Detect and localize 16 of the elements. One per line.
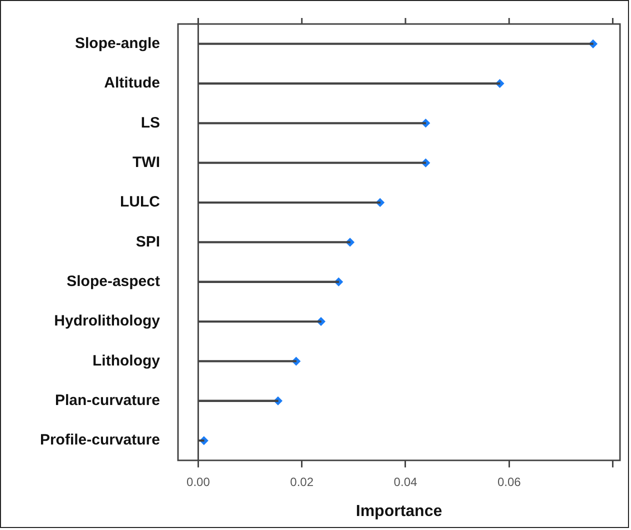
x-tick-label: 0.00 (186, 474, 210, 489)
y-tick-label: LULC (120, 194, 160, 211)
y-tick-label: Lithology (92, 352, 161, 370)
y-tick-label: Altitude (104, 74, 160, 92)
y-tick-label: SPI (136, 233, 160, 250)
x-tick-label: 0.06 (497, 474, 522, 489)
y-tick-label: Hydrolithology (54, 312, 161, 330)
y-tick-label: Slope-angle (74, 34, 160, 52)
y-tick-label: LS (140, 114, 160, 132)
x-axis-title: Importance (356, 502, 442, 520)
y-tick-label: TWI (132, 154, 160, 171)
y-tick-label: Slope-aspect (66, 273, 160, 290)
y-tick-label: Profile-curvature (40, 432, 160, 449)
x-tick-label: 0.02 (290, 474, 314, 489)
y-tick-label: Plan-curvature (54, 392, 160, 410)
x-tick-label: 0.04 (394, 474, 418, 489)
